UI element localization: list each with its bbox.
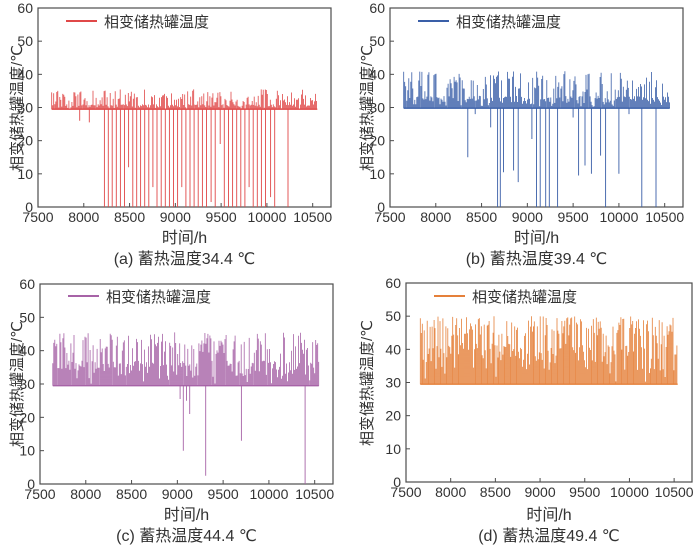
svg-text:40: 40 xyxy=(17,66,33,82)
svg-text:10: 10 xyxy=(369,166,385,182)
svg-text:20: 20 xyxy=(385,408,401,424)
legend: 相变储热罐温度 xyxy=(68,288,212,306)
svg-text:30: 30 xyxy=(369,100,385,116)
legend: 相变储热罐温度 xyxy=(418,13,562,31)
x-axis-label: 时间/h xyxy=(513,230,560,247)
svg-text:9500: 9500 xyxy=(569,484,600,500)
svg-text:10500: 10500 xyxy=(293,209,332,225)
svg-text:60: 60 xyxy=(369,0,385,16)
svg-text:10000: 10000 xyxy=(610,484,649,500)
legend-line-swatch xyxy=(418,20,449,22)
subplot-d: 7500 8000 8500 9000 9500 10000 10500 0 10 20 30 40 5… xyxy=(350,275,700,551)
svg-text:0: 0 xyxy=(27,476,35,492)
svg-text:9000: 9000 xyxy=(160,209,191,225)
svg-text:8000: 8000 xyxy=(435,484,466,500)
svg-text:20: 20 xyxy=(19,409,35,425)
svg-text:50: 50 xyxy=(17,33,33,49)
chart-canvas-c: 7500 8000 8500 9000 9500 10000 10500 0 10 20 30 40 5… xyxy=(19,276,334,502)
y-axis-label: 相变储热罐温度/℃ xyxy=(9,320,26,447)
svg-text:10000: 10000 xyxy=(247,209,286,225)
svg-text:10500: 10500 xyxy=(295,486,334,502)
svg-text:50: 50 xyxy=(19,309,35,325)
svg-text:0: 0 xyxy=(25,199,33,215)
svg-text:7500: 7500 xyxy=(390,484,421,500)
legend-line-swatch xyxy=(434,295,465,297)
svg-text:30: 30 xyxy=(385,375,401,391)
x-axis-label: 时间/h xyxy=(163,507,210,524)
subplot-caption: (a) 蓄热温度34.4 ℃ xyxy=(113,251,256,268)
svg-text:9000: 9000 xyxy=(162,486,193,502)
x-axis-label: 时间/h xyxy=(161,230,208,247)
svg-text:20: 20 xyxy=(17,133,33,149)
legend-label: 相变储热罐温度 xyxy=(456,13,562,31)
svg-text:0: 0 xyxy=(393,474,401,490)
svg-text:8500: 8500 xyxy=(116,486,147,502)
x-axis-label: 时间/h xyxy=(526,507,572,524)
legend: 相变储热罐温度 xyxy=(434,288,578,306)
svg-text:30: 30 xyxy=(19,376,35,392)
chart-canvas-d: 7500 8000 8500 9000 9500 10000 10500 0 10 20 30 40 5… xyxy=(385,275,694,500)
svg-text:7500: 7500 xyxy=(24,486,55,502)
legend-line-swatch xyxy=(66,20,97,22)
svg-text:7500: 7500 xyxy=(374,209,405,225)
svg-text:8500: 8500 xyxy=(480,484,511,500)
subplot-a: 7500 8000 8500 9000 9500 10000 10500 0 10 20 30 40 5… xyxy=(0,0,350,275)
svg-text:8500: 8500 xyxy=(466,209,497,225)
legend-label: 相变储热罐温度 xyxy=(472,288,578,306)
svg-text:8000: 8000 xyxy=(68,209,99,225)
chart-canvas-a: 7500 8000 8500 9000 9500 10000 10500 0 10 20 30 40 5… xyxy=(17,0,332,225)
chart-canvas-b: 7500 8000 8500 9000 9500 10000 10500 0 10 20 30 40 5… xyxy=(369,0,684,225)
svg-text:10: 10 xyxy=(17,166,33,182)
svg-text:9500: 9500 xyxy=(208,486,239,502)
svg-text:9000: 9000 xyxy=(524,484,555,500)
legend-label: 相变储热罐温度 xyxy=(104,13,210,31)
svg-text:40: 40 xyxy=(369,66,385,82)
svg-text:10: 10 xyxy=(385,441,401,457)
svg-text:9000: 9000 xyxy=(512,209,543,225)
legend-label: 相变储热罐温度 xyxy=(106,288,212,306)
svg-text:10000: 10000 xyxy=(249,486,288,502)
svg-text:20: 20 xyxy=(369,133,385,149)
svg-text:8500: 8500 xyxy=(114,209,145,225)
svg-text:10500: 10500 xyxy=(645,209,684,225)
svg-text:10500: 10500 xyxy=(655,484,694,500)
svg-text:40: 40 xyxy=(19,343,35,359)
subplot-c: 7500 8000 8500 9000 9500 10000 10500 0 10 20 30 40 5… xyxy=(0,275,350,551)
svg-text:9500: 9500 xyxy=(558,209,589,225)
subplot-caption: (c) 蓄热温度44.4 ℃ xyxy=(116,528,257,545)
svg-text:30: 30 xyxy=(17,100,33,116)
svg-text:50: 50 xyxy=(369,33,385,49)
y-axis-label: 相变储热罐温度/℃ xyxy=(359,319,376,446)
subplot-b: 7500 8000 8500 9000 9500 10000 10500 0 10 20 30 40 5… xyxy=(350,0,700,275)
legend: 相变储热罐温度 xyxy=(66,13,210,31)
svg-text:40: 40 xyxy=(385,341,401,357)
svg-text:60: 60 xyxy=(17,0,33,16)
svg-text:10000: 10000 xyxy=(599,209,638,225)
svg-text:50: 50 xyxy=(385,308,401,324)
subplot-caption: (b) 蓄热温度39.4 ℃ xyxy=(465,251,608,268)
legend-line-swatch xyxy=(68,295,99,297)
svg-text:8000: 8000 xyxy=(420,209,451,225)
svg-text:0: 0 xyxy=(377,199,385,215)
y-axis-label: 相变储热罐温度/℃ xyxy=(359,44,376,171)
svg-text:10: 10 xyxy=(19,443,35,459)
svg-text:9500: 9500 xyxy=(206,209,237,225)
y-axis-label: 相变储热罐温度/℃ xyxy=(9,44,26,171)
svg-text:60: 60 xyxy=(385,275,401,291)
svg-text:8000: 8000 xyxy=(70,486,101,502)
subplot-caption: (d) 蓄热温度49.4 ℃ xyxy=(478,528,620,545)
svg-text:7500: 7500 xyxy=(22,209,53,225)
svg-text:60: 60 xyxy=(19,276,35,292)
